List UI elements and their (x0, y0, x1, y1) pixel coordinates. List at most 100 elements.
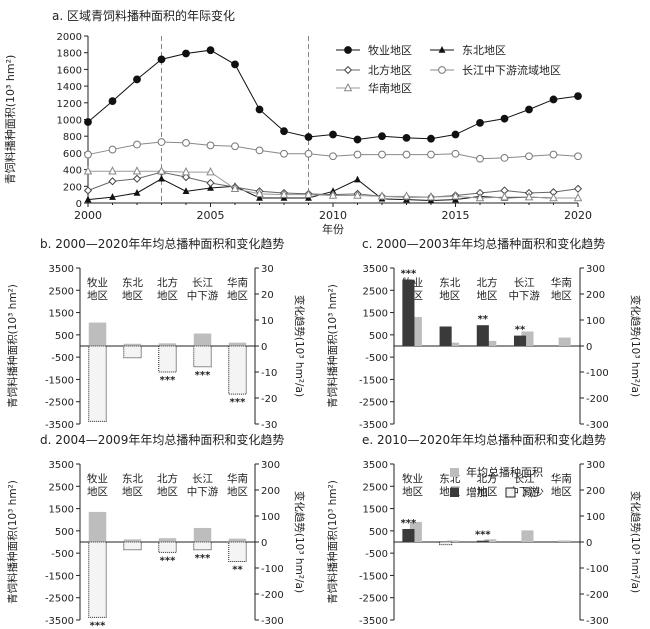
panel-a-point (500, 154, 509, 162)
panel-c-category-line: 华南 (551, 276, 572, 289)
panel-d-category-line: 地区 (122, 485, 143, 498)
panel-a-point (231, 60, 239, 69)
panel-e-right-tick-label: -200 (586, 590, 609, 601)
panel-a-legend-marker (344, 46, 352, 54)
panel-a-y-label: 青饲料播种面积(10³ hm²) (3, 55, 17, 185)
panel-c-right-tick-label: 200 (586, 290, 605, 301)
panel-e: e. 2010—2020年年均总播种面积和变化趋势 -3500 -2500 -1500… (326, 432, 642, 627)
panel-a-point (279, 189, 289, 198)
panel-a-y-tick-label: 200 (63, 182, 82, 193)
panel-a-point (475, 192, 485, 202)
panel-a-point (133, 75, 141, 84)
panel-b-y-label: 青饲料播种面积(10³ hm²) (6, 284, 19, 408)
panel-a-point (427, 150, 435, 159)
panel-a-x-tick-label: 2015 (442, 209, 470, 222)
panel-d-significance: ** (232, 565, 243, 576)
panel-e-right-tick-label: -300 (586, 616, 609, 627)
legend-area-label: 年均总播种面积 (466, 465, 543, 479)
panel-a-title: a. 区域青饲料播种面积的年际变化 (52, 8, 235, 23)
panel-d-category-line: 北方 (157, 472, 178, 485)
panel-d-category-line: 长江 (192, 473, 213, 485)
panel-c-right-tick-label: -100 (586, 368, 609, 379)
panel-e-category-line: 地区 (477, 485, 498, 498)
panel-c-right-tick-label: 0 (586, 342, 592, 353)
panel-d-left-tick-label: -500 (51, 549, 74, 560)
panel-b-right-tick-label: 20 (261, 290, 274, 301)
panel-c-category-label: 华南地区 (551, 276, 572, 302)
panel-b-category-label: 北方地区 (157, 276, 178, 302)
panel-d-right-tick-label: 200 (261, 486, 280, 497)
panel-b-right-tick-label: -20 (261, 394, 277, 405)
panel-d-right-tick-label: 300 (261, 460, 280, 471)
panel-c-y-label: 青饲料播种面积(10³ hm²) (326, 284, 339, 408)
panel-e-left-tick-label: 1500 (363, 505, 388, 516)
panel-b-decrease-bar (123, 345, 142, 359)
panel-b-area-bar (88, 322, 107, 346)
panel-a-point (353, 135, 362, 144)
panel-b-decrease-bar (88, 345, 107, 422)
panel-e-category-line: 地区 (402, 485, 423, 498)
panel-a-point (402, 150, 411, 159)
panel-a-point (255, 188, 264, 198)
panel-a-point (108, 145, 117, 154)
panel-c-increase-bar (439, 326, 452, 346)
panel-c-category-line: 北方 (477, 276, 498, 289)
panel-d-title: d. 2004—2009年年均总播种面积和变化趋势 (40, 432, 284, 447)
panel-a: a. 区域青饲料播种面积的年际变化 0 200 400 600 800 1000 1200 14… (3, 8, 592, 236)
panel-e-category-line: 中下游 (508, 485, 540, 498)
panel-a-point (182, 138, 190, 147)
panel-a-legend-label: 长江中下游流域地区 (462, 63, 561, 77)
panel-a-y-tick-label: 1000 (57, 116, 82, 127)
panel-d-left-tick-label: -2500 (45, 594, 74, 605)
panel-c-increase-bar (476, 325, 489, 346)
panel-a-y-tick-label: 1600 (57, 65, 82, 76)
panel-e-category-label: 华南地区 (551, 472, 572, 498)
panel-b-category-label: 华南地区 (227, 276, 248, 302)
panel-a-point (181, 166, 191, 176)
panel-b: b. 2000—2020年年均总播种面积和变化趋势 -3500 -2500 -1500… (6, 236, 306, 431)
panel-a-point (427, 134, 435, 143)
panel-a-point (378, 150, 386, 159)
panel-a-point (206, 46, 215, 55)
panel-d-category-label: 华南地区 (227, 472, 248, 498)
panel-a-point (256, 193, 263, 201)
panel-a-point (206, 178, 215, 188)
panel-e-left-tick-label: -1500 (359, 571, 388, 582)
panel-a-point (329, 130, 337, 139)
panel-a-point (157, 138, 166, 146)
panel-a-x-tick-label: 2010 (319, 209, 347, 222)
panel-e-category-label: 长江中下游 (508, 473, 540, 498)
panel-d-area-bar (123, 539, 142, 542)
panel-a-point (574, 152, 582, 161)
panel-b-area-bar (228, 342, 247, 346)
panel-a-y-tick-label: 1200 (57, 99, 82, 110)
panel-c-category-line: 长江 (514, 277, 535, 289)
panel-d-decrease-bar (228, 541, 247, 562)
panel-d-left-tick-label: 500 (55, 527, 74, 538)
panel-d-left-tick-label: 2500 (49, 482, 74, 493)
panel-a-point (574, 92, 582, 101)
panel-a-point (549, 192, 558, 202)
panel-c-category-line: 地区 (477, 289, 498, 302)
panel-d-right-tick-label: -100 (261, 564, 284, 575)
panel-a-point (525, 152, 533, 161)
panel-d-category-line: 东北 (122, 472, 143, 485)
panel-d-decrease-bar (123, 541, 142, 551)
panel-e-title: e. 2010—2020年年均总播种面积和变化趋势 (362, 432, 606, 447)
panel-a-legend-label: 北方地区 (368, 63, 412, 77)
panel-a-legend-item: 东北地区 (430, 44, 506, 57)
panel-e-y-label: 青饲料播种面积(10³ hm²) (326, 480, 339, 604)
panel-b-category-line: 东北 (122, 276, 143, 289)
panel-c-title: c. 2000—2003年年均总播种面积和变化趋势 (362, 236, 605, 251)
panel-d-category-line: 牧业 (87, 472, 108, 485)
panel-c-area-bar (447, 342, 460, 346)
panel-d-decrease-bar (158, 541, 177, 553)
panel-e-area-bar (558, 540, 571, 542)
panel-a-point (108, 97, 117, 106)
panel-b-category-line: 华南 (227, 276, 248, 289)
panel-a-y-tick-label: 0 (76, 199, 82, 210)
panel-d-left-tick-label: -1500 (45, 571, 74, 582)
panel-a-legend-item: 北方地区 (336, 63, 412, 77)
panel-e-increase-bar (402, 529, 415, 542)
